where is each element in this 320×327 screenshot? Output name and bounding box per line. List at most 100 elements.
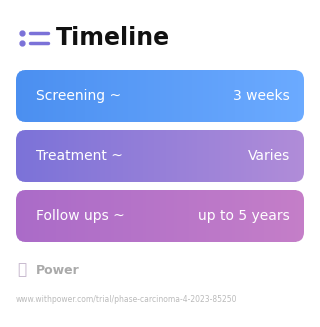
Bar	[186, 130, 190, 182]
Bar	[195, 130, 198, 182]
Bar	[177, 70, 181, 122]
Bar	[59, 130, 63, 182]
Bar	[292, 190, 296, 242]
Bar	[19, 190, 23, 242]
Bar	[19, 70, 23, 122]
Bar	[151, 70, 155, 122]
Bar	[62, 70, 66, 122]
Bar	[192, 70, 196, 122]
Bar	[76, 190, 80, 242]
Text: Follow ups ~: Follow ups ~	[36, 209, 125, 223]
Bar	[28, 70, 31, 122]
Bar	[82, 190, 86, 242]
Bar	[137, 190, 141, 242]
Bar	[200, 190, 204, 242]
Bar	[220, 190, 224, 242]
Bar	[117, 70, 121, 122]
Bar	[241, 130, 244, 182]
Bar	[154, 190, 158, 242]
Bar	[169, 130, 172, 182]
Bar	[203, 190, 207, 242]
Bar	[212, 70, 216, 122]
Bar	[287, 70, 291, 122]
Bar	[252, 70, 256, 122]
Bar	[39, 70, 43, 122]
Bar	[166, 190, 170, 242]
Bar	[298, 190, 302, 242]
Bar	[68, 70, 72, 122]
Text: Power: Power	[36, 264, 80, 277]
Text: Screening ~: Screening ~	[36, 89, 121, 103]
Bar	[94, 70, 98, 122]
Bar	[241, 70, 244, 122]
Bar	[42, 190, 46, 242]
Bar	[252, 130, 256, 182]
Bar	[169, 190, 172, 242]
Bar	[223, 70, 227, 122]
Bar	[51, 190, 54, 242]
Bar	[120, 130, 124, 182]
Bar	[123, 70, 126, 122]
Bar	[267, 70, 270, 122]
Bar	[223, 130, 227, 182]
Bar	[65, 130, 69, 182]
Bar	[25, 190, 28, 242]
Bar	[269, 190, 273, 242]
Bar	[180, 130, 184, 182]
Bar	[71, 130, 75, 182]
Bar	[295, 70, 299, 122]
Bar	[131, 190, 135, 242]
Bar	[125, 70, 129, 122]
Bar	[143, 190, 147, 242]
Bar	[102, 70, 106, 122]
Bar	[278, 70, 282, 122]
Bar	[163, 70, 167, 122]
Bar	[148, 70, 152, 122]
Bar	[108, 130, 112, 182]
Bar	[62, 190, 66, 242]
Bar	[108, 190, 112, 242]
Bar	[258, 70, 262, 122]
Bar	[146, 190, 149, 242]
Bar	[33, 190, 37, 242]
Bar	[128, 130, 132, 182]
Bar	[48, 190, 52, 242]
Bar	[65, 70, 69, 122]
Bar	[131, 70, 135, 122]
Bar	[59, 70, 63, 122]
Bar	[100, 130, 103, 182]
Bar	[157, 190, 161, 242]
Bar	[172, 190, 175, 242]
Bar	[284, 70, 288, 122]
Bar	[53, 70, 57, 122]
Bar	[232, 190, 236, 242]
Bar	[48, 130, 52, 182]
Bar	[252, 190, 256, 242]
Bar	[218, 190, 221, 242]
Text: up to 5 years: up to 5 years	[198, 209, 290, 223]
Bar	[238, 190, 242, 242]
Bar	[261, 70, 265, 122]
Bar	[68, 130, 72, 182]
Bar	[114, 190, 118, 242]
Bar	[148, 190, 152, 242]
Bar	[140, 130, 144, 182]
Bar	[120, 190, 124, 242]
Bar	[143, 70, 147, 122]
Bar	[226, 190, 230, 242]
Bar	[74, 190, 77, 242]
Bar	[154, 130, 158, 182]
Bar	[197, 130, 201, 182]
Bar	[123, 190, 126, 242]
Bar	[172, 130, 175, 182]
Bar	[189, 70, 193, 122]
Bar	[258, 130, 262, 182]
Bar	[166, 130, 170, 182]
Bar	[203, 130, 207, 182]
Bar	[206, 70, 210, 122]
Bar	[71, 70, 75, 122]
Bar	[79, 70, 83, 122]
Bar	[241, 190, 244, 242]
Bar	[278, 190, 282, 242]
Bar	[137, 70, 141, 122]
